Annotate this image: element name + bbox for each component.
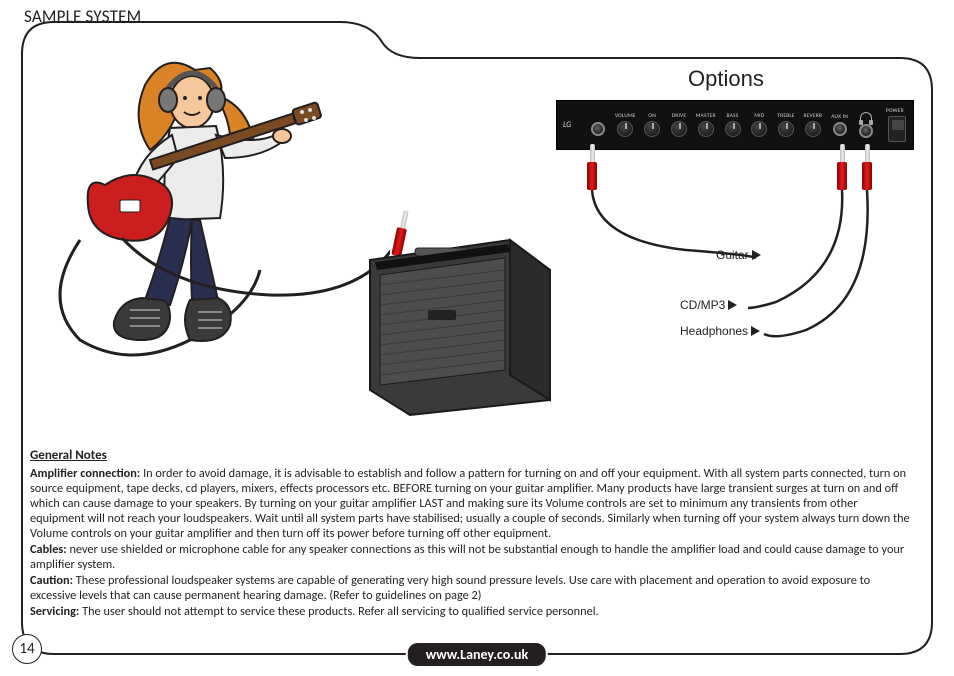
knob-mid[interactable] bbox=[751, 121, 767, 137]
power-switch[interactable] bbox=[888, 116, 906, 142]
knob-on[interactable] bbox=[644, 121, 660, 137]
knob-bass[interactable] bbox=[725, 121, 741, 137]
knob-label: DRIVE bbox=[672, 113, 687, 119]
knob-label: VOLUME bbox=[615, 113, 636, 119]
knob-label: TREBLE bbox=[777, 113, 795, 119]
amp-connection-label: Amplifier connection: bbox=[30, 466, 140, 481]
page-title: SAMPLE SYSTEM bbox=[24, 6, 141, 27]
amp-connection-text: In order to avoid damage, it is advisabl… bbox=[30, 466, 910, 541]
headphone-jack[interactable] bbox=[859, 124, 873, 138]
panel-brand: LG bbox=[563, 120, 582, 130]
options-title: Options bbox=[688, 66, 764, 92]
arrow-icon bbox=[752, 250, 761, 260]
power-label: POWER bbox=[886, 108, 904, 114]
knob-drive[interactable] bbox=[671, 121, 687, 137]
headphone-icon bbox=[860, 112, 872, 122]
knob-label: AUX IN bbox=[831, 114, 848, 120]
knob-reverb[interactable] bbox=[805, 121, 821, 137]
input-jack[interactable] bbox=[591, 122, 605, 136]
caution-label: Caution: bbox=[30, 573, 73, 588]
amp-control-panel: LG . VOLUME ON DRIVE MASTER BASS MID TRE… bbox=[556, 100, 914, 150]
arrow-icon bbox=[728, 300, 737, 310]
knob-label: ON bbox=[648, 113, 656, 119]
guitarist-illustration bbox=[50, 40, 390, 360]
cable-label-guitar: Guitar bbox=[716, 248, 761, 262]
knob-volume[interactable] bbox=[617, 121, 633, 137]
knob-label: MASTER bbox=[696, 113, 716, 119]
knob-label: REVERB bbox=[803, 113, 822, 119]
servicing-label: Servicing: bbox=[30, 604, 79, 619]
input-jack-col: . bbox=[588, 114, 609, 136]
general-notes: General Notes Amplifier connection: In o… bbox=[30, 448, 910, 620]
cables-text: never use shielded or microphone cable f… bbox=[30, 542, 904, 572]
knob-treble[interactable] bbox=[778, 121, 794, 137]
cables-label: Cables: bbox=[30, 542, 67, 557]
knob-master[interactable] bbox=[698, 121, 714, 137]
cable-label-cdmp3: CD/MP3 bbox=[680, 298, 737, 312]
page-number: 14 bbox=[12, 634, 42, 664]
cable-label-headphones: Headphones bbox=[680, 324, 760, 338]
arrow-icon bbox=[751, 326, 760, 336]
footer-url: www.Laney.co.uk bbox=[406, 641, 548, 668]
knob-label: MID bbox=[754, 113, 764, 119]
knob-label: BASS bbox=[727, 113, 739, 119]
amp-cabinet bbox=[350, 230, 560, 420]
aux-in-jack[interactable] bbox=[833, 122, 847, 136]
servicing-text: The user should not attempt to service t… bbox=[79, 604, 598, 619]
notes-heading: General Notes bbox=[30, 448, 910, 464]
caution-text: These professional loudspeaker systems a… bbox=[30, 573, 870, 603]
